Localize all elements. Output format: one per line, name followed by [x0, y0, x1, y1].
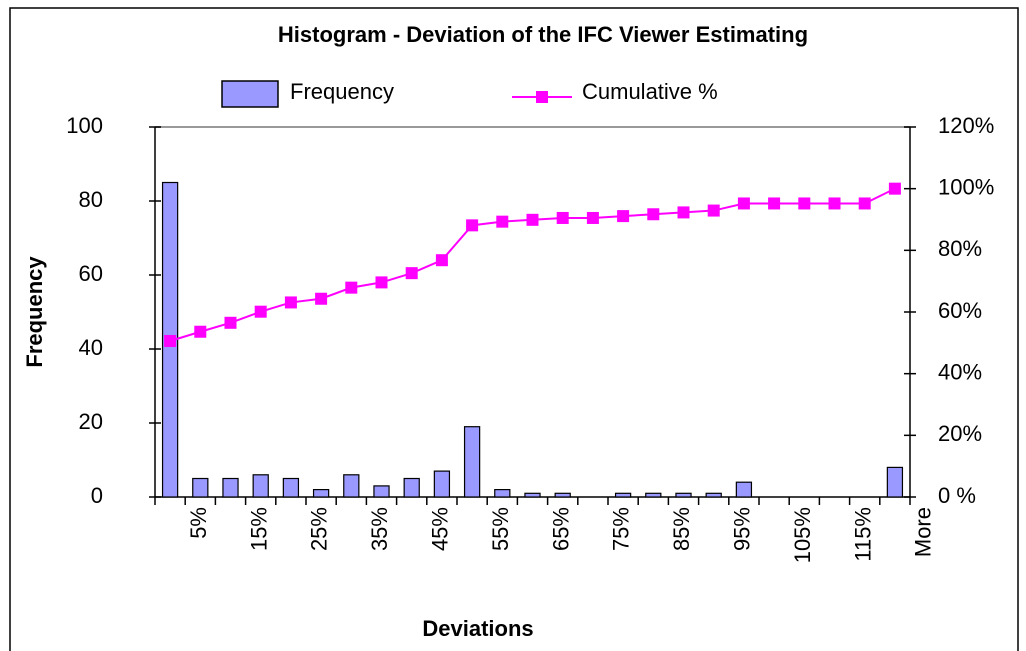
bar — [192, 477, 209, 498]
y2-tick-label: 60% — [938, 298, 982, 323]
x-tick-label: 35% — [367, 507, 392, 551]
x-tick-label: 75% — [609, 507, 634, 551]
line-marker — [617, 210, 630, 223]
x-tick-label: 25% — [307, 507, 332, 551]
bar — [886, 466, 904, 498]
y-tick-label: 60 — [79, 261, 103, 286]
legend-marker — [536, 91, 548, 103]
x-tick-label: More — [911, 507, 936, 557]
x-tick-label: 45% — [428, 507, 453, 551]
line-marker — [707, 204, 720, 217]
x-tick-label: 15% — [246, 507, 271, 551]
line-marker — [466, 219, 479, 232]
line-marker — [526, 213, 539, 226]
chart-title: Histogram - Deviation of the IFC Viewer … — [278, 22, 808, 47]
x-tick-label: 65% — [548, 507, 573, 551]
bar — [222, 477, 239, 498]
bar — [675, 492, 692, 498]
line-marker — [677, 206, 690, 219]
legend-label: Cumulative % — [582, 79, 718, 104]
legend-label: Frequency — [290, 79, 394, 104]
y-tick-label: 80 — [79, 187, 103, 212]
bar — [494, 489, 511, 498]
x-tick-label: 95% — [730, 507, 755, 551]
y-tick-label: 20 — [79, 409, 103, 434]
y-tick-label: 0 — [91, 483, 103, 508]
line-marker — [284, 296, 297, 309]
bar — [524, 492, 541, 498]
y2-tick-label: 40% — [938, 359, 982, 384]
line-marker — [315, 292, 328, 305]
bar — [554, 492, 571, 498]
line-marker — [858, 197, 871, 210]
x-tick-label: 115% — [850, 507, 875, 562]
x-tick-label: 105% — [790, 507, 815, 563]
legend-swatch — [221, 80, 279, 108]
bar — [403, 477, 420, 498]
line-marker — [737, 197, 750, 210]
line-marker — [345, 281, 358, 294]
line-marker — [586, 211, 599, 224]
bar — [373, 485, 390, 498]
y2-tick-label: 120% — [938, 113, 994, 138]
line-marker — [647, 208, 660, 221]
bar — [312, 489, 330, 498]
line-marker — [556, 211, 569, 224]
line-marker — [224, 316, 237, 329]
line-marker — [435, 254, 448, 267]
line-marker — [888, 182, 901, 195]
x-tick-label: 5% — [186, 507, 211, 539]
line-marker — [496, 215, 509, 228]
line-marker — [405, 267, 418, 280]
y2-tick-label: 80% — [938, 236, 982, 261]
y2-tick-label: 0 % — [938, 483, 976, 508]
line-marker — [194, 325, 207, 338]
line-marker — [375, 276, 388, 289]
line-marker — [768, 197, 781, 210]
bar — [705, 492, 722, 498]
bar — [645, 492, 662, 498]
bar — [463, 426, 481, 498]
x-tick-label: 55% — [488, 507, 513, 551]
bar — [252, 474, 269, 498]
bar — [282, 477, 300, 498]
bar — [433, 470, 451, 498]
x-axis-title: Deviations — [422, 616, 533, 641]
y2-tick-label: 20% — [938, 421, 982, 446]
bar — [343, 474, 360, 498]
line-marker — [828, 197, 841, 210]
line-marker — [798, 197, 811, 210]
bar — [614, 492, 632, 498]
bar — [735, 481, 753, 498]
y-axis-title: Frequency — [22, 256, 47, 368]
y-tick-label: 40 — [79, 335, 103, 360]
y2-tick-label: 100% — [938, 174, 994, 199]
line-marker — [164, 334, 177, 347]
x-tick-label: 85% — [669, 507, 694, 551]
y-tick-label: 100 — [66, 113, 103, 138]
line-marker — [254, 305, 267, 318]
